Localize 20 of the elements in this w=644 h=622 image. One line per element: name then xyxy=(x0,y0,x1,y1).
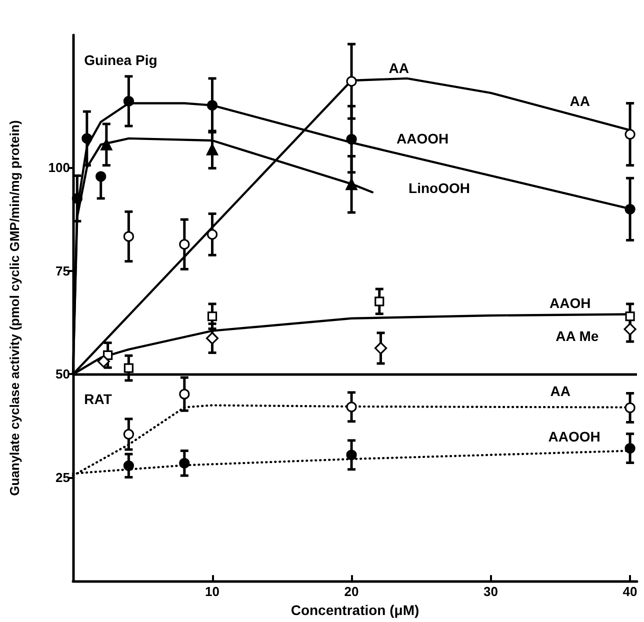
annotation: RAT xyxy=(84,391,112,408)
annotation: LinoOOH xyxy=(408,180,470,196)
x-axis-title: Concentration (μM) xyxy=(290,602,420,618)
annotation: AA xyxy=(570,93,590,110)
annotation: AA xyxy=(550,382,571,399)
x-tick-label: 30 xyxy=(484,584,498,600)
y-tick-label: 100 xyxy=(48,160,70,175)
x-tick-label: 20 xyxy=(344,584,359,600)
annotation: AAOH xyxy=(550,295,591,312)
y-tick-label: 50 xyxy=(56,366,70,382)
y-tick-label: 75 xyxy=(56,263,70,278)
annotation: AAOOH xyxy=(396,130,449,146)
y-tick-label: 25 xyxy=(56,470,70,486)
annotation: Guinea Pig xyxy=(84,52,158,68)
x-tick-label: 40 xyxy=(622,584,638,600)
annotation: AA Me xyxy=(556,328,599,344)
x-tick-label: 10 xyxy=(205,584,220,600)
annotation: AA xyxy=(388,60,409,76)
annotation: AAOOH xyxy=(548,428,600,444)
y-axis-title: Guanylate cyclase activity (pmol cyclic GMP/min/mg protein) xyxy=(7,120,22,496)
